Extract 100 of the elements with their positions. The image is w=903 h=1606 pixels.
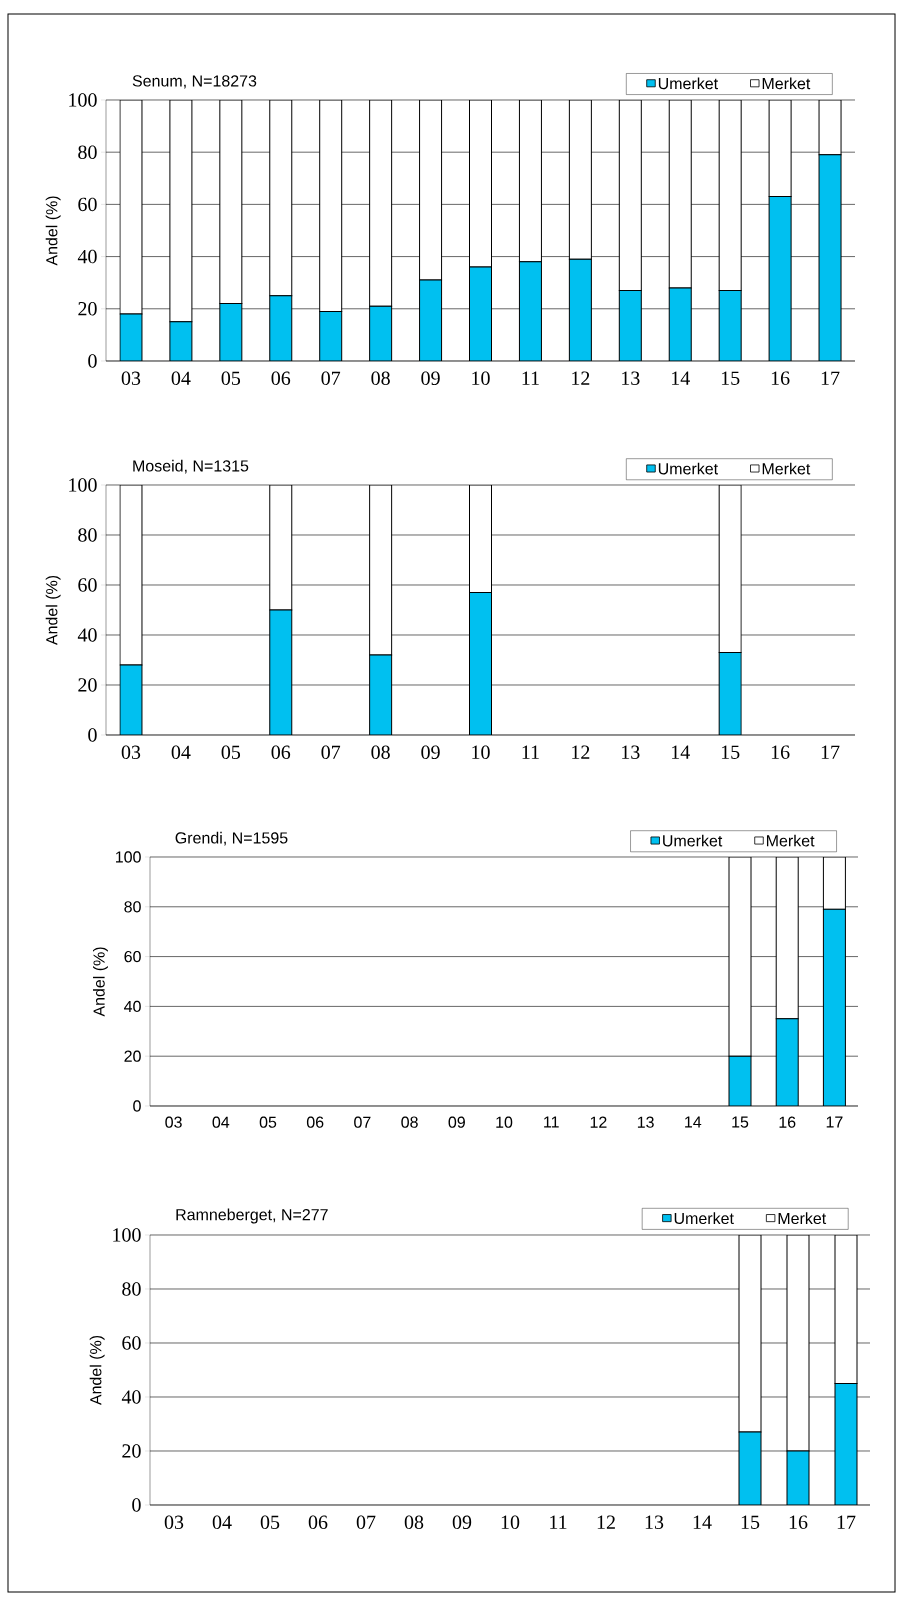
- x-tick-label: 16: [779, 1116, 796, 1128]
- x-tick-label: 11: [544, 1116, 559, 1128]
- y-tick-label: 100: [113, 1228, 141, 1242]
- y-tick-label: 100: [69, 478, 97, 492]
- legend-label: Umerket: [663, 834, 723, 847]
- y-tick-label: 0: [132, 1498, 141, 1512]
- chart-title: Ramneberget, N=277: [176, 1208, 328, 1224]
- x-tick-label: 09: [421, 371, 440, 386]
- bar: [419, 279, 443, 361]
- x-tick-label: 10: [496, 1116, 513, 1128]
- x-tick-label: 17: [837, 1515, 856, 1529]
- series-label: Merket: [762, 77, 811, 90]
- x-tick-label: 16: [771, 371, 790, 385]
- x-tick-label: 07: [356, 1515, 376, 1530]
- x-tick-label: 06: [308, 1515, 328, 1530]
- y-axis-title: Andel (%): [89, 1335, 105, 1406]
- x-tick-label: 12: [597, 1515, 615, 1529]
- y-tick-label: 0: [133, 1100, 141, 1112]
- x-tick-label: 14: [671, 745, 690, 759]
- legend-label: Umerket: [674, 1212, 734, 1225]
- x-tick-label: 07: [321, 371, 341, 386]
- x-tick-label: 10: [472, 745, 490, 760]
- bar: [269, 295, 293, 361]
- x-tick-label: 13: [645, 1515, 664, 1529]
- y-tick-label: 60: [122, 1336, 141, 1350]
- x-tick-label: 03: [165, 1116, 182, 1128]
- bar: [822, 856, 846, 910]
- x-tick-label: 11: [550, 1515, 567, 1529]
- bar: [786, 1235, 810, 1452]
- x-tick-label: 15: [732, 1116, 749, 1128]
- bar: [618, 290, 642, 361]
- x-tick-label: 17: [821, 745, 840, 759]
- bar: [768, 196, 792, 361]
- x-tick-label: 12: [590, 1116, 607, 1128]
- y-tick-label: 60: [78, 197, 97, 212]
- chart-title: Grendi, N=1595: [175, 831, 288, 846]
- y-tick-label: 20: [78, 302, 97, 316]
- x-tick-label: 11: [522, 371, 539, 385]
- legend-label: Umerket: [658, 462, 718, 475]
- x-tick-label: 07: [321, 745, 341, 760]
- bar: [319, 310, 343, 361]
- bar: [668, 287, 692, 361]
- x-tick-label: 16: [771, 745, 790, 759]
- x-tick-label: 15: [741, 1515, 760, 1529]
- y-tick-label: 20: [124, 1050, 141, 1062]
- x-tick-label: 09: [452, 1515, 472, 1530]
- y-tick-label: 20: [122, 1444, 141, 1458]
- y-tick-label: 80: [78, 145, 97, 159]
- bar: [818, 154, 842, 361]
- x-tick-label: 05: [221, 371, 241, 386]
- y-tick-label: 100: [69, 93, 97, 107]
- x-tick-label: 03: [121, 745, 141, 760]
- x-tick-label: 05: [260, 1515, 280, 1530]
- x-tick-label: 14: [685, 1116, 702, 1128]
- x-tick-label: 06: [271, 371, 291, 386]
- x-tick-label: 05: [259, 1116, 277, 1128]
- x-tick-label: 14: [693, 1515, 712, 1529]
- x-tick-label: 06: [271, 745, 291, 760]
- series-label: Merket: [766, 834, 815, 847]
- x-tick-label: 17: [821, 371, 840, 385]
- x-tick-label: 16: [789, 1515, 808, 1529]
- bar: [718, 651, 742, 735]
- x-tick-label: 15: [721, 745, 740, 759]
- x-tick-label: 10: [501, 1515, 520, 1530]
- bar: [469, 591, 492, 735]
- x-tick-label: 09: [421, 745, 440, 760]
- y-tick-label: 80: [122, 1282, 141, 1296]
- x-tick-label: 08: [401, 1116, 418, 1128]
- x-tick-label: 09: [448, 1116, 465, 1128]
- x-tick-label: 12: [572, 745, 590, 759]
- x-tick-label: 14: [671, 371, 690, 385]
- x-tick-label: 04: [171, 371, 191, 386]
- y-tick-label: 20: [78, 678, 97, 692]
- bar: [775, 1018, 799, 1106]
- bar: [568, 258, 592, 361]
- bar: [568, 99, 592, 260]
- y-tick-label: 80: [124, 901, 141, 913]
- legend-label: Umerket: [658, 77, 718, 90]
- y-axis-title: Andel (%): [45, 575, 61, 646]
- x-tick-label: 13: [637, 1116, 654, 1128]
- chart-title: Senum, N=18273: [132, 75, 257, 89]
- series-label: Merket: [778, 1212, 827, 1225]
- x-tick-label: 11: [522, 745, 539, 759]
- x-tick-label: 06: [306, 1116, 324, 1128]
- y-tick-label: 100: [116, 851, 141, 863]
- bar: [822, 908, 846, 1106]
- y-tick-label: 40: [77, 628, 97, 642]
- y-tick-label: 80: [78, 528, 97, 542]
- y-tick-label: 40: [121, 1390, 141, 1404]
- y-tick-label: 0: [88, 728, 97, 742]
- series-label: Merket: [762, 462, 811, 475]
- y-axis-title: Andel (%): [45, 196, 61, 266]
- bar: [518, 261, 542, 361]
- x-tick-label: 03: [121, 371, 141, 386]
- bar: [219, 303, 243, 361]
- bar: [718, 290, 742, 361]
- bar: [319, 99, 343, 312]
- y-tick-label: 60: [124, 950, 141, 963]
- x-tick-label: 12: [572, 371, 590, 385]
- bar: [728, 856, 752, 1057]
